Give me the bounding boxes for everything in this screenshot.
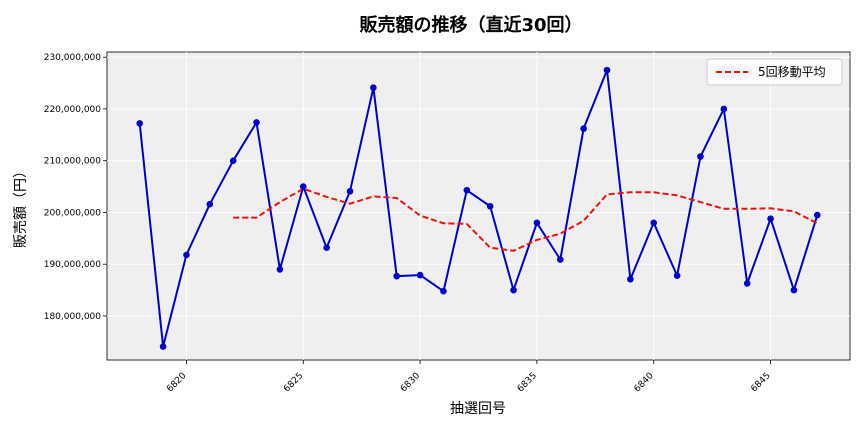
sales-point [486, 202, 494, 210]
sales-point [650, 219, 658, 227]
sales-point [720, 105, 728, 113]
y-tick-label: 210,000,000 [44, 157, 102, 167]
points-layer [136, 66, 821, 350]
series-layer [138, 69, 819, 348]
sales-point [790, 286, 798, 294]
y-tick-label: 200,000,000 [44, 208, 102, 218]
sales-point [299, 183, 307, 190]
sales-point [627, 275, 634, 283]
legend-label: 5回移動平均 [758, 65, 826, 79]
sales-line [138, 69, 819, 348]
sales-point [393, 272, 401, 280]
y-tick-label: 220,000,000 [44, 105, 102, 115]
plot-area [106, 51, 851, 361]
sales-point [697, 153, 704, 160]
y-axis-label: 販売額（円） [13, 164, 29, 248]
y-axis: 180,000,000 190,000,000 200,000,000 210,000… [44, 53, 107, 322]
sales-point [533, 219, 541, 227]
sales-point [767, 215, 774, 222]
sales-point [603, 66, 611, 74]
sales-point [323, 244, 330, 251]
legend: 5回移動平均 [706, 58, 843, 86]
grid [107, 52, 850, 360]
moving-average-line [233, 187, 818, 252]
y-tick-label: 190,000,000 [44, 260, 102, 270]
sales-point [440, 287, 447, 295]
sales-point [580, 125, 587, 132]
chart-title: 販売額の推移（直近30回） [359, 14, 582, 36]
sales-point [159, 343, 167, 350]
sales-point [253, 119, 260, 126]
y-tick-label: 230,000,000 [44, 53, 102, 63]
sales-point [136, 120, 144, 127]
sales-point [673, 272, 681, 279]
sales-point [370, 84, 377, 92]
sales-point [556, 256, 564, 263]
sales-point [743, 280, 751, 287]
sales-point [463, 186, 471, 194]
x-axis-label: 抽選回号 [450, 401, 506, 417]
legend-box [706, 58, 843, 86]
sales-point [183, 251, 190, 259]
sales-point [416, 271, 424, 279]
sales-point [346, 187, 354, 195]
sales-point [206, 200, 214, 208]
sales-point [229, 157, 237, 165]
sales-point [813, 211, 821, 219]
sales-point [276, 266, 284, 273]
sales-point [510, 286, 517, 294]
y-tick-label: 180,000,000 [44, 312, 102, 322]
